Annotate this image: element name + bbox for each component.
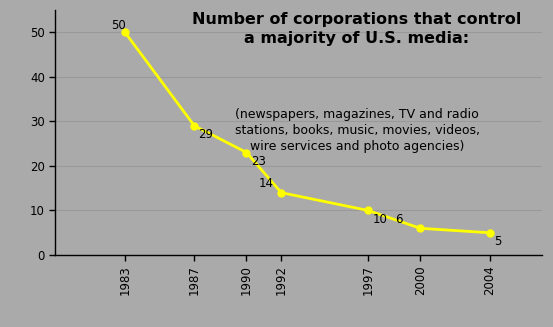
Text: 29: 29 <box>199 128 213 141</box>
Text: 14: 14 <box>259 177 274 190</box>
Text: 6: 6 <box>395 213 403 226</box>
Text: 50: 50 <box>111 19 126 32</box>
Text: 10: 10 <box>372 213 387 226</box>
Text: Number of corporations that control
a majority of U.S. media:: Number of corporations that control a ma… <box>192 12 521 46</box>
Text: (newspapers, magazines, TV and radio
stations, books, music, movies, videos,
wir: (newspapers, magazines, TV and radio sta… <box>234 108 479 153</box>
Text: 23: 23 <box>251 155 265 168</box>
Text: 5: 5 <box>494 235 502 248</box>
